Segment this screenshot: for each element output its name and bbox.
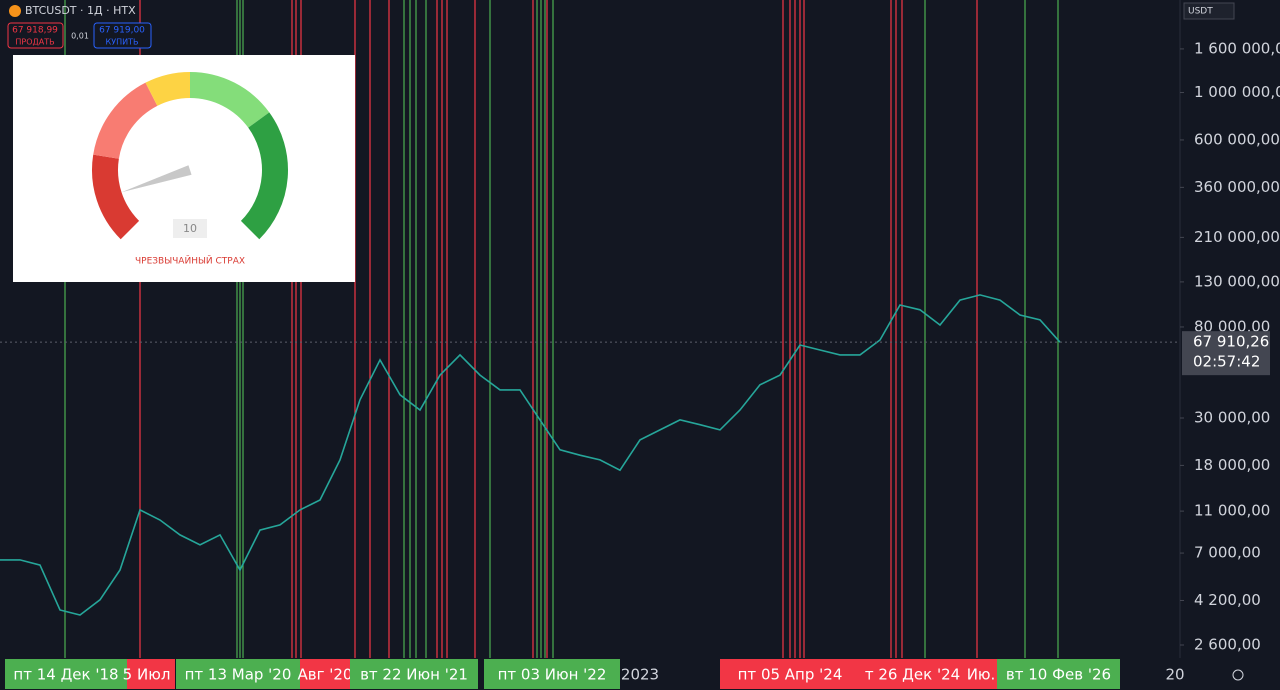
time-label: пт 05 Апр '24 bbox=[738, 666, 843, 684]
time-label: вт 10 Фев '26 bbox=[1006, 666, 1111, 684]
price-tick-label: 360 000,00 bbox=[1194, 178, 1280, 196]
symbol-icon bbox=[9, 5, 21, 17]
price-tick-label: 1 600 000,00 bbox=[1194, 39, 1280, 57]
price-tick-label: 600 000,00 bbox=[1194, 130, 1280, 148]
price-tick-label: 1 000 000,00 bbox=[1194, 83, 1280, 101]
price-tick-label: 30 000,00 bbox=[1194, 408, 1270, 426]
time-label-box bbox=[860, 659, 965, 689]
time-label: пт 13 Мар '20 bbox=[185, 666, 292, 684]
gauge-value: 10 bbox=[183, 222, 197, 235]
time-label-box bbox=[997, 659, 1120, 689]
time-label: Авг '20 bbox=[298, 666, 353, 684]
price-tick-label: 210 000,00 bbox=[1194, 228, 1280, 246]
countdown: 02:57:42 bbox=[1193, 353, 1260, 371]
time-label: пт 03 Июн '22 bbox=[498, 666, 607, 684]
time-label-box bbox=[965, 659, 997, 689]
unit-label: USDT bbox=[1188, 7, 1213, 17]
gauge-needle bbox=[121, 165, 192, 193]
sell-label: ПРОДАТЬ bbox=[15, 38, 54, 47]
time-label: 2023 bbox=[621, 666, 659, 684]
buy-price: 67 919,00 bbox=[99, 26, 145, 36]
gauge-segment bbox=[93, 82, 158, 160]
time-label: 5 Июл ' bbox=[123, 666, 180, 684]
time-label-box bbox=[484, 659, 620, 689]
price-tick-label: 2 600,00 bbox=[1194, 635, 1261, 653]
sell-button[interactable] bbox=[7, 22, 64, 49]
gauge-segment bbox=[92, 154, 140, 240]
time-label: т 26 Дек '24 bbox=[865, 666, 960, 684]
time-label: вт 22 Июн '21 bbox=[360, 666, 468, 684]
settings-icon bbox=[1232, 669, 1244, 681]
price-axis-bg bbox=[1180, 0, 1280, 658]
price-tick-label: 7 000,00 bbox=[1194, 544, 1261, 562]
sell-price: 67 918,99 bbox=[12, 26, 58, 36]
time-label-box bbox=[350, 659, 478, 689]
time-label-box bbox=[5, 659, 127, 689]
time-label: 20 bbox=[1165, 666, 1184, 684]
gauge-label: ЧРЕЗВЫЧАЙНЫЙ СТРАХ bbox=[135, 255, 245, 267]
time-label-box bbox=[176, 659, 300, 689]
price-line bbox=[0, 294, 1061, 616]
time-label: пт 14 Дек '18 bbox=[13, 666, 118, 684]
price-tick-label: 80 000,00 bbox=[1194, 317, 1270, 335]
current-price-label: 67 910,26 bbox=[1193, 333, 1269, 351]
gauge-segment bbox=[145, 72, 191, 107]
gauge-segment bbox=[189, 72, 270, 129]
time-label-box bbox=[127, 659, 175, 689]
time-label: Ию. bbox=[967, 666, 996, 684]
price-tick-label: 11 000,00 bbox=[1194, 502, 1270, 520]
price-tick-label: 18 000,00 bbox=[1194, 456, 1270, 474]
price-tick-label: 130 000,00 bbox=[1194, 272, 1280, 290]
gauge-value-box bbox=[173, 219, 207, 238]
gauge-segment bbox=[240, 112, 288, 240]
symbol: BTCUSDT · 1Д · HTX bbox=[25, 4, 136, 17]
current-price-box bbox=[1182, 331, 1270, 376]
time-label-box bbox=[720, 659, 860, 689]
unit-box bbox=[1183, 2, 1235, 20]
buy-label: КУПИТЬ bbox=[106, 38, 139, 47]
price-tick-label: 4 200,00 bbox=[1194, 591, 1261, 609]
time-label-box bbox=[300, 659, 350, 689]
buy-button[interactable] bbox=[93, 22, 152, 49]
spread: 0,01 bbox=[71, 32, 89, 41]
